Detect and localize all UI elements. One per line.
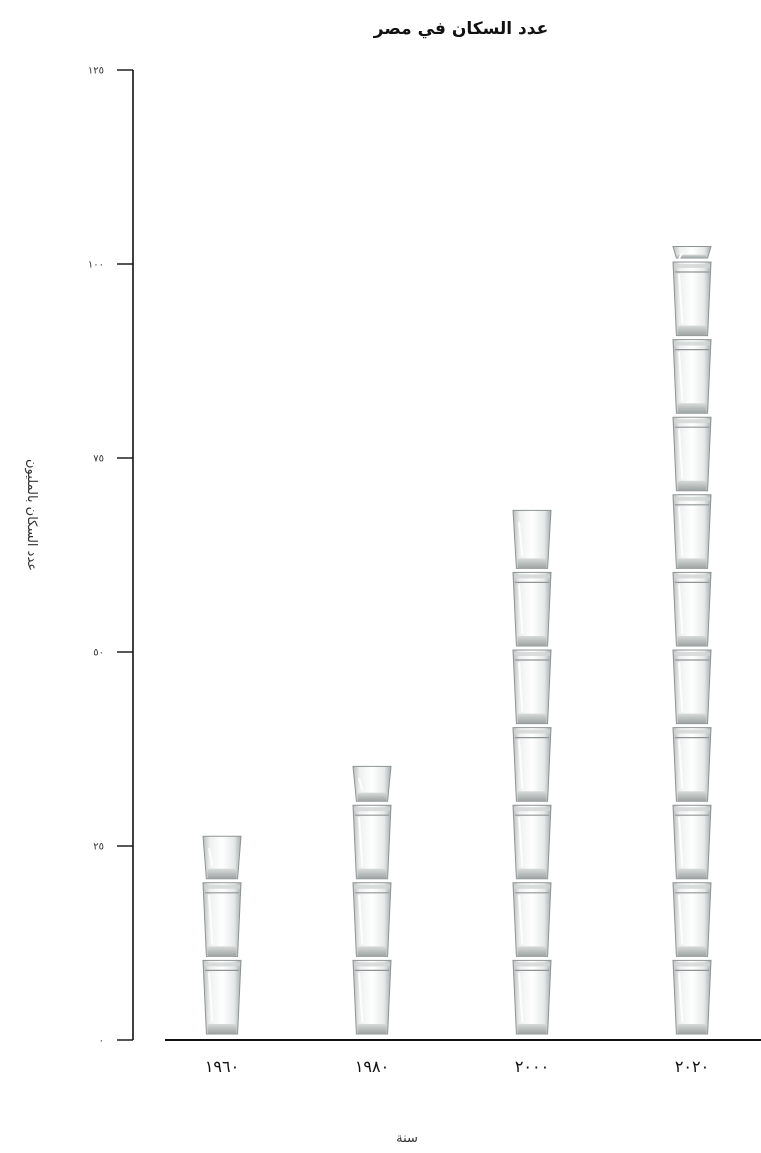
water-glass-icon [202, 835, 242, 880]
y-ticks: ٠ ٢٥ ٥٠ ٧٥ ١٠٠ ١٢٥ [88, 66, 133, 1047]
water-glass-icon [512, 509, 552, 569]
water-glass-icon [512, 959, 552, 1035]
water-glass-icon [672, 804, 712, 880]
x-tick-label: ١٩٦٠ [205, 1057, 239, 1076]
water-glass-icon [672, 649, 712, 725]
water-glass-icon [672, 959, 712, 1035]
water-glass-icon [512, 882, 552, 957]
chart-title: عدد السكان في مصر [373, 19, 548, 39]
x-tick-label: ٢٠٠٠ [515, 1057, 549, 1076]
x-axis-label: سنة [396, 1131, 418, 1146]
y-tick-label: ٠ [99, 1036, 104, 1047]
water-glass-icon [672, 339, 712, 414]
bar-١٩٨٠ [352, 765, 392, 1035]
y-tick-label: ١٠٠ [88, 260, 104, 271]
y-tick-label: ٢٥ [93, 842, 104, 853]
water-glass-icon [352, 804, 392, 880]
water-glass-icon [352, 765, 392, 802]
water-glass-icon [672, 261, 712, 337]
y-tick-label: ٥٠ [93, 648, 104, 659]
x-ticks: ١٩٦٠ ١٩٨٠ ٢٠٠٠ ٢٠٢٠ [205, 1057, 709, 1076]
x-tick-label: ١٩٨٠ [355, 1057, 389, 1076]
water-glass-icon [352, 882, 392, 957]
y-tick-label: ٧٥ [93, 454, 104, 465]
water-glass-icon [672, 882, 712, 957]
water-glass-icon [512, 804, 552, 880]
water-glass-icon [352, 959, 392, 1035]
water-glass-icon [512, 649, 552, 725]
y-tick-label: ١٢٥ [88, 66, 104, 77]
water-glass-icon [672, 245, 712, 259]
water-glass-icon [202, 959, 242, 1035]
water-glass-icon [202, 882, 242, 957]
water-glass-icon [512, 571, 552, 647]
water-glass-icon [672, 416, 712, 492]
y-axis-label: عدد السكان بالمليون [24, 459, 39, 571]
bar-٢٠٠٠ [512, 509, 552, 1035]
bar-١٩٦٠ [202, 835, 242, 1035]
water-glass-icon [672, 571, 712, 647]
x-tick-label: ٢٠٢٠ [675, 1057, 709, 1076]
water-glass-icon [672, 494, 712, 569]
water-glass-icon [512, 727, 552, 802]
bar-٢٠٢٠ [672, 245, 712, 1035]
glass-stacks [202, 245, 712, 1035]
water-glass-icon [672, 727, 712, 802]
